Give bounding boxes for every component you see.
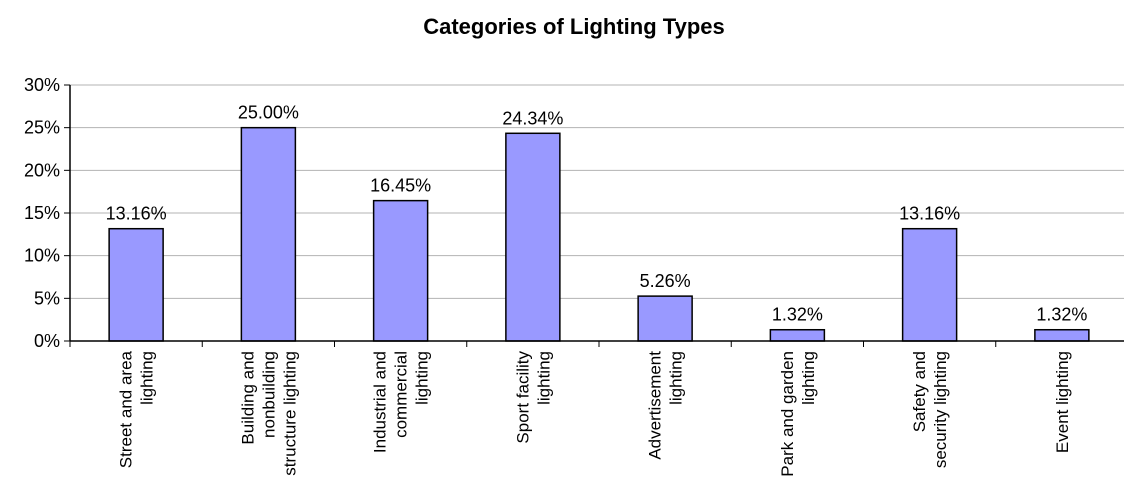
data-label: 24.34% [502, 108, 563, 128]
bar [901, 227, 958, 342]
data-labels: 13.16% 25.00% 16.45% 24.34% 5.26% 1.32% 13.16%… [106, 103, 1088, 325]
data-label: 1.32% [1036, 305, 1087, 325]
category-label-line: lighting [413, 351, 432, 405]
y-tick-label: 15% [24, 203, 60, 223]
category-label: Park and garden lighting [778, 351, 818, 477]
category-label-line: Sport facility [513, 351, 532, 444]
y-tick-label: 10% [24, 246, 60, 266]
bar [1034, 328, 1090, 342]
category-label-line: commercial [392, 351, 411, 438]
category-label: Sport facility lighting [513, 351, 553, 444]
bar [769, 328, 826, 342]
category-label: Safety and security lighting [910, 351, 950, 468]
category-labels: Street and area lighting Building and nonbu… [117, 350, 1072, 476]
bar [240, 126, 297, 342]
category-label: Industrial and commercial lighting [371, 351, 432, 453]
category-label-line: Industrial and [371, 351, 390, 453]
category-label-line: Safety and [910, 351, 929, 432]
data-label: 13.16% [899, 204, 960, 224]
y-tick-label: 5% [34, 288, 60, 308]
y-tick-label: 0% [34, 331, 60, 351]
category-label: Advertisement lighting [646, 351, 686, 460]
y-tick-label: 20% [24, 160, 60, 180]
category-label-line: nonbuilding [259, 351, 278, 438]
category-label: Building and nonbuilding structure lightin… [238, 351, 299, 476]
category-label: Street and area lighting [117, 350, 157, 468]
category-label-line: Building and [238, 351, 257, 445]
category-label-line: lighting [534, 351, 553, 405]
chart-title: Categories of Lighting Types [423, 14, 725, 39]
bar [372, 199, 429, 342]
bar [637, 295, 693, 342]
data-label: 5.26% [640, 271, 691, 291]
axes [69, 85, 1124, 347]
category-label-line: structure lighting [280, 351, 299, 476]
gridlines [70, 84, 1124, 299]
category-label-line: lighting [667, 351, 686, 405]
y-tick-label: 25% [24, 118, 60, 138]
bar [108, 227, 164, 342]
category-label-line: Park and garden [778, 351, 797, 477]
category-label-line: lighting [799, 351, 818, 405]
y-axis-ticks: 0% 5% 10% 15% 20% 25% 30% [24, 75, 70, 351]
category-label-line: Event lighting [1053, 351, 1072, 453]
category-label: Event lighting [1053, 351, 1072, 453]
data-label: 25.00% [238, 103, 299, 123]
data-label: 1.32% [772, 305, 823, 325]
bar [505, 132, 561, 342]
category-label-line: Advertisement [646, 351, 665, 460]
y-tick-label: 30% [24, 75, 60, 95]
data-label: 16.45% [370, 176, 431, 196]
category-label-line: lighting [138, 351, 157, 405]
bars [108, 126, 1090, 342]
category-label-line: security lighting [931, 351, 950, 468]
category-label-line: Street and area [117, 350, 136, 468]
data-label: 13.16% [106, 204, 167, 224]
